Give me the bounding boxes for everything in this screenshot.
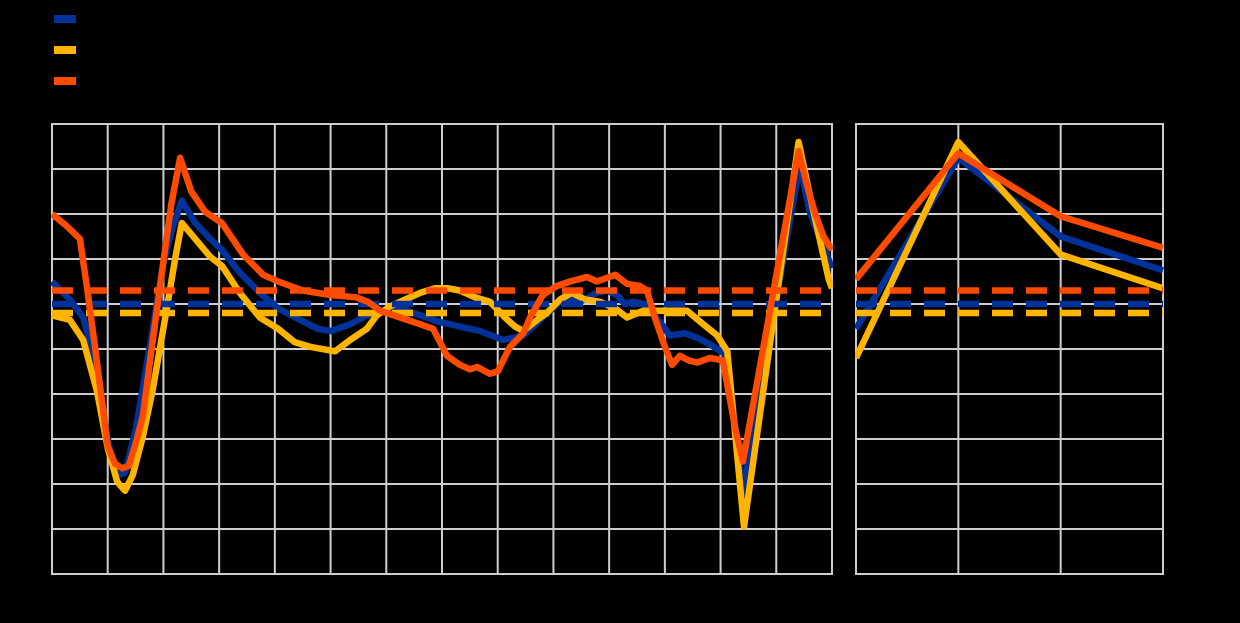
series-yellow-forecast-line <box>855 138 1164 360</box>
history-panel-border <box>51 123 833 575</box>
forecast-panel <box>855 123 1164 575</box>
history-panel <box>51 123 833 575</box>
legend-key-blue-icon <box>54 15 76 23</box>
legend-item-blue <box>54 15 84 23</box>
history-panel-series-front <box>51 147 833 472</box>
legend-item-orange <box>54 77 84 85</box>
forecast-panel-series-front <box>855 150 1164 282</box>
series-orange-line <box>51 147 833 472</box>
forecast-panel-reference-lines <box>856 287 1163 317</box>
forecast-panel-gridlines <box>856 124 1163 574</box>
forecast-panel-series-back <box>855 138 1164 360</box>
history-panel-reference-lines <box>52 287 832 317</box>
legend-item-yellow <box>54 46 84 54</box>
legend-key-orange-icon <box>54 77 76 85</box>
forecast-panel-border <box>855 123 1164 575</box>
series-orange-forecast-line <box>855 150 1164 282</box>
legend-key-yellow-icon <box>54 46 76 54</box>
